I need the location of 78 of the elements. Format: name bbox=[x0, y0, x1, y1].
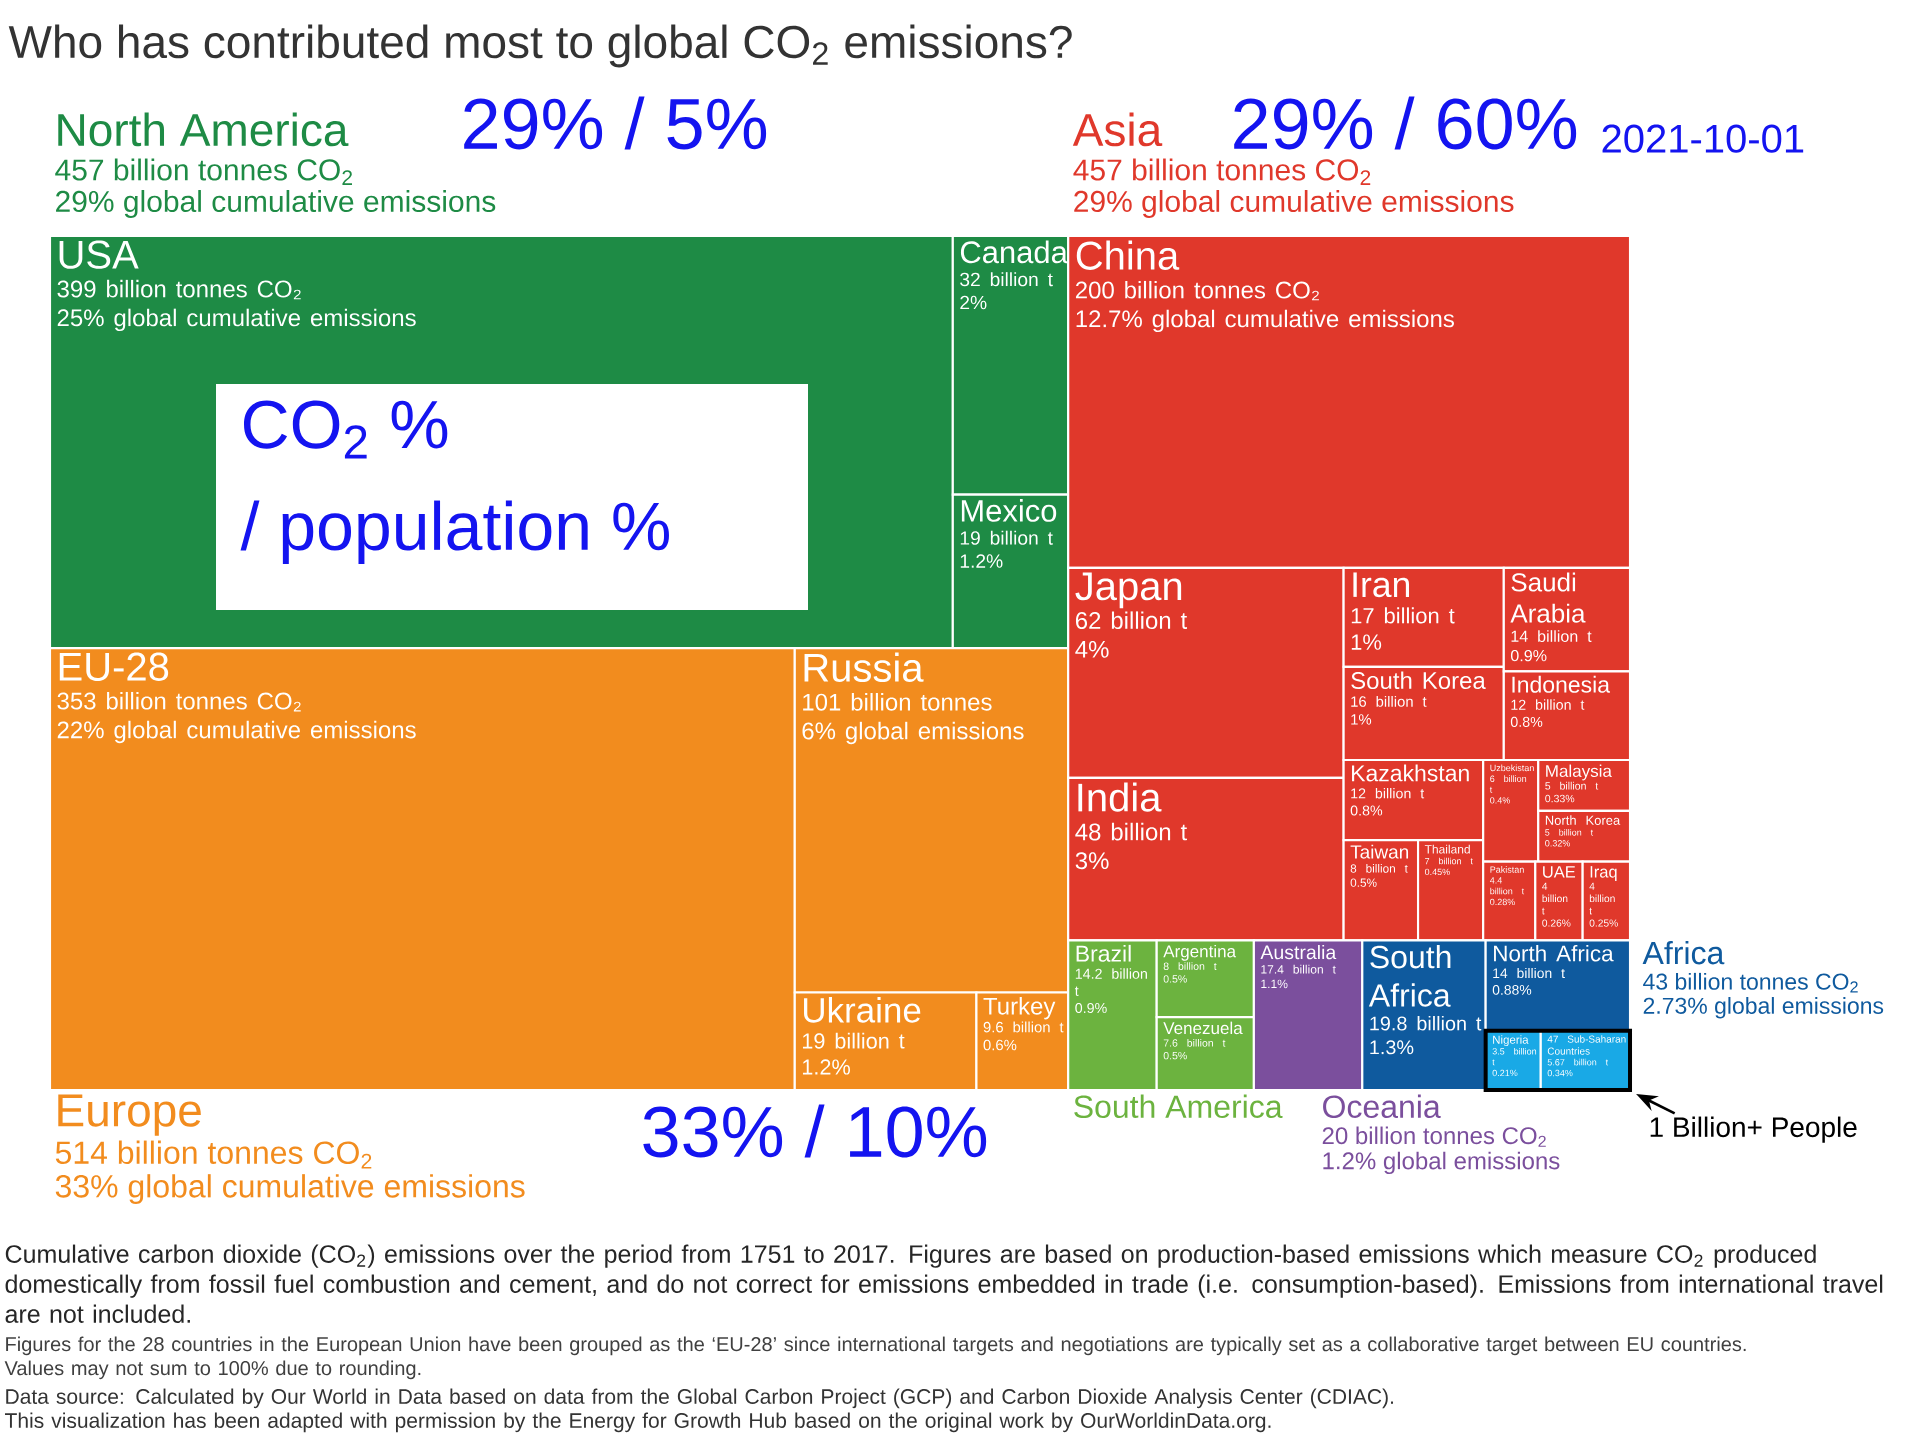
text: 2.73% global emissions bbox=[1643, 997, 1884, 1019]
category-label: Russia bbox=[804, 652, 924, 682]
text: 1% bbox=[1351, 634, 1382, 650]
category-label: Turkey bbox=[983, 997, 1056, 1020]
category-label: Venezuela bbox=[1163, 1021, 1243, 1035]
data-label: 353 billion tonnes CO₂ bbox=[57, 691, 301, 712]
text: 1.3% bbox=[1370, 1040, 1414, 1055]
series-label: Oceania bbox=[1323, 1094, 1441, 1119]
category-label: Iran bbox=[1353, 572, 1410, 598]
text: 457 billion tonnes CO$_{2}$ bbox=[55, 158, 353, 185]
data-label: 101 billion tonnes bbox=[803, 693, 992, 711]
text: 1.2% bbox=[960, 554, 1003, 568]
category-label: UAE bbox=[1543, 866, 1576, 878]
category-label: Saudi Arabia bbox=[1510, 572, 1586, 623]
data-label: 32 billion t bbox=[960, 272, 1053, 287]
category-label: Indonesia bbox=[1512, 675, 1611, 693]
text: Who has contributed most to global CO$_{2}$ emissions? bbox=[8, 24, 1072, 68]
data-label: 200 billion tonnes CO₂ bbox=[1075, 280, 1319, 301]
series-label: North America bbox=[58, 112, 349, 147]
category-label: South Korea bbox=[1351, 671, 1486, 690]
category-label: Ukraine bbox=[804, 997, 921, 1023]
text: 457 billion tonnes CO$_{2}$ bbox=[1073, 158, 1371, 185]
category-label: Australia bbox=[1260, 944, 1337, 960]
text: 6% global emissions bbox=[802, 721, 1024, 745]
category-label: China bbox=[1076, 240, 1180, 270]
text: 1 Billion+ People bbox=[1650, 1116, 1857, 1143]
text: 29% global cumulative emissions bbox=[56, 190, 496, 219]
category-label: Kazakhstan bbox=[1352, 764, 1469, 782]
data-label: 62 billion t bbox=[1075, 611, 1188, 630]
text: 22% global cumulative emissions bbox=[57, 720, 416, 744]
text: This visualization has been adapted with permission by the Energy for Growth Hub based on the original work by OurWorldinData.org. bbox=[4, 1412, 1271, 1433]
text: 3% bbox=[1075, 852, 1109, 870]
data-label: 17 billion t bbox=[1351, 607, 1455, 624]
category-label: Canada bbox=[960, 240, 1068, 264]
category-label: Brazil bbox=[1076, 944, 1131, 962]
text: 20 billion tonnes CO$_{2}$ bbox=[1322, 1126, 1546, 1147]
category-label: EU-28 bbox=[59, 652, 169, 681]
text: 33% / 10% bbox=[643, 1104, 987, 1158]
series-label: Africa bbox=[1642, 940, 1725, 965]
source-note: Data source: Calculated by Our World in Data based on data from the Global Carbon Project (GCP) and Carbon Dioxide Analysis Center (CDIAC). bbox=[6, 1388, 1393, 1409]
text: Figures for the 28 countries in the European Union have been grouped as the ‘EU-28’ since international targets and negotiations are typically set as a collaborative target between EU countries. bbox=[6, 1336, 1746, 1356]
data-label: 19 billion t bbox=[960, 530, 1053, 545]
text: 1.2% global emissions bbox=[1323, 1151, 1560, 1175]
category-label: South Africa bbox=[1368, 944, 1451, 1007]
text: CO$_{2}$ % bbox=[244, 400, 448, 459]
category-label: India bbox=[1078, 782, 1162, 812]
text: 12.7% global cumulative emissions bbox=[1076, 309, 1454, 333]
text: 1.2% bbox=[802, 1059, 850, 1075]
text: 29% / 5% bbox=[464, 96, 767, 150]
category-label: Japan bbox=[1075, 572, 1182, 609]
data-label: 19.8 billion t bbox=[1370, 1015, 1482, 1031]
text: Values may not sum to 100% due to rounding. bbox=[4, 1360, 421, 1380]
category-label: USA bbox=[59, 240, 139, 269]
text: 33% global cumulative emissions bbox=[55, 1174, 525, 1204]
text: 2% bbox=[960, 295, 987, 310]
category-label: Taiwan bbox=[1350, 844, 1409, 859]
data-label: 48 billion t bbox=[1075, 822, 1188, 841]
text: 25% global cumulative emissions bbox=[57, 308, 416, 332]
data-label: 399 billion tonnes CO₂ bbox=[57, 279, 301, 300]
text: 4% bbox=[1075, 640, 1109, 658]
text: 29% global cumulative emissions bbox=[1074, 190, 1514, 219]
series-label: Europe bbox=[58, 1094, 201, 1136]
series-label: South America bbox=[1074, 1094, 1283, 1119]
category-label: Argentina bbox=[1163, 944, 1237, 961]
text: 43 billion tonnes CO$_{2}$ bbox=[1643, 972, 1858, 993]
series-label: Asia bbox=[1072, 112, 1163, 147]
text: 0.9% bbox=[1510, 649, 1547, 662]
text: / population % bbox=[240, 500, 669, 564]
text: 29% / 60% bbox=[1234, 96, 1577, 150]
category-label: North Africa bbox=[1494, 944, 1614, 962]
data-label: 19 billion t bbox=[802, 1032, 905, 1049]
text: 2021-10-01 bbox=[1602, 124, 1804, 153]
category-label: Iraq bbox=[1590, 866, 1617, 881]
text: Cumulative carbon dioxide (CO$_{2}$) emissions over the period from 1751 to 2017. Figures are based on production-based emissions which measure CO$_{2}$ produced domestically from fossil fuel combustion and cement, and do not correct for emissions embedded in trade (i.e. consumption-based). Emissions from international travel are not included. bbox=[5, 1244, 1883, 1323]
data-label: 14 billion t bbox=[1511, 630, 1592, 642]
category-label: Mexico bbox=[961, 499, 1057, 522]
category-label: Malaysia bbox=[1546, 764, 1612, 781]
text: 514 billion tonnes CO$_{2}$ bbox=[55, 1140, 372, 1169]
